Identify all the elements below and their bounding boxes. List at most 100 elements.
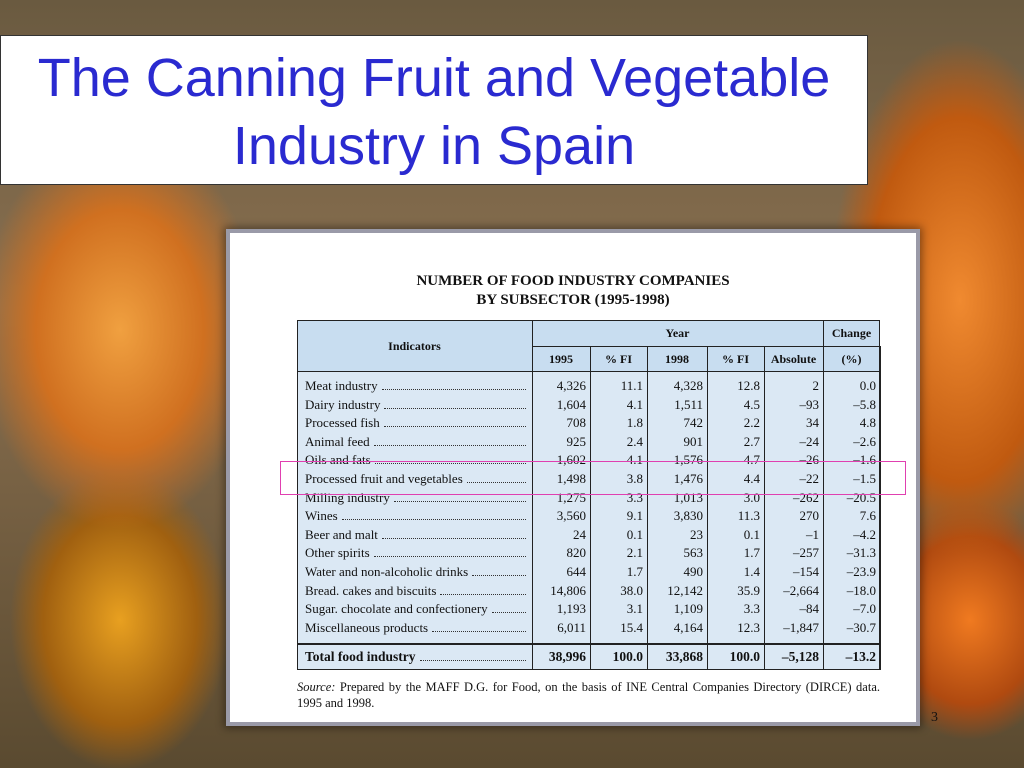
table-cell: 3.3 [626, 489, 643, 505]
table-cell: 4.8 [859, 415, 876, 431]
table-cell: 270 [799, 508, 820, 524]
header-cell: Indicators [388, 339, 441, 353]
table-cell: 2.1 [626, 545, 643, 561]
label-text: Sugar. chocolate and confectionery [305, 601, 488, 617]
label-text: Other spirits [305, 545, 370, 561]
table-cell: 1.4 [743, 564, 760, 579]
table-cell: 3.3 [743, 601, 760, 617]
dot-leader [381, 377, 526, 390]
table-cell: 2.7 [743, 433, 760, 449]
table-title: BY SUBSECTOR (1995-1998) [476, 292, 670, 308]
dot-leader [374, 451, 526, 465]
table-cell: 14,806 [550, 582, 586, 598]
table-cell: 4,164 [673, 619, 703, 635]
table-cell: –24 [799, 433, 820, 449]
table-cell: 3.1 [626, 601, 643, 617]
table-cell: 1,511 [674, 396, 703, 412]
label-text: Total food industry [305, 649, 416, 664]
table-cell: 4,326 [556, 378, 586, 393]
table-cell: 100.0 [729, 649, 760, 664]
label-text: Wines [305, 508, 338, 524]
table-cell: 4.1 [626, 396, 643, 412]
dot-leader [384, 396, 526, 409]
table-cell: –26 [799, 452, 820, 468]
table-cell: –31.3 [846, 545, 876, 561]
table-cell: 1,193 [556, 601, 586, 617]
table-cell: 11.1 [620, 378, 643, 393]
source-label: Source: [297, 680, 336, 694]
table-cell: 3.0 [743, 489, 760, 505]
table-cell: 6,011 [557, 619, 586, 635]
table-cell: 1,109 [673, 601, 703, 617]
row-label: Meat industry [297, 377, 532, 395]
source-note: Source: Prepared by the MAFF D.G. for Fo… [297, 679, 880, 711]
table-cell: 3.8 [626, 471, 643, 486]
table-cell: 11.3 [737, 508, 760, 524]
row-label: Oils and fats [297, 451, 532, 469]
label-text: Beer and malt [305, 526, 378, 542]
row-label: Processed fruit and vegetables [297, 470, 532, 488]
source-text: Prepared by the MAFF D.G. for Food, on t… [297, 680, 880, 710]
table-cell: –30.7 [846, 619, 876, 635]
header-cell: % FI [605, 352, 632, 366]
row-label: Sugar. chocolate and confectionery [297, 600, 532, 618]
grid-line [823, 320, 824, 670]
row-label: Milling industry [297, 489, 532, 507]
table-cell: 1.8 [626, 415, 643, 431]
label-text: Processed fruit and vegetables [305, 471, 463, 486]
table-cell: –1 [806, 526, 819, 542]
dot-leader [432, 619, 526, 632]
table-cell: 4.1 [626, 452, 643, 468]
row-label: Miscellaneous products [297, 619, 532, 637]
table-cell: –4.2 [853, 526, 876, 542]
row-label: Bread. cakes and biscuits [297, 582, 532, 600]
table-cell: 9.1 [626, 508, 643, 524]
dot-leader [341, 507, 526, 521]
table-cell: –7.0 [853, 601, 876, 617]
table-cell: –262 [793, 489, 819, 505]
grid-line [647, 346, 648, 670]
dot-leader [393, 489, 526, 502]
label-text: Animal feed [305, 433, 370, 449]
table-cell: –18.0 [846, 582, 876, 598]
table-cell: 925 [566, 433, 587, 449]
table-cell: 4.7 [743, 452, 760, 468]
dot-leader [472, 563, 526, 576]
highlight-box [280, 461, 906, 495]
table-cell: 708 [566, 415, 587, 431]
table-cell: 1,476 [673, 471, 703, 486]
grid-line [707, 346, 708, 670]
table-cell: 1,602 [556, 452, 586, 468]
table-cell: 1.7 [743, 545, 760, 561]
total-bg [297, 643, 880, 670]
table-cell: 3,830 [673, 508, 703, 524]
table-cell: –5.8 [853, 396, 876, 412]
dot-leader [440, 582, 526, 595]
table-cell: 1,275 [556, 489, 586, 505]
table-cell: 12.3 [737, 619, 760, 635]
table-cell: 3,560 [556, 508, 586, 524]
table-cell: –1.6 [853, 452, 876, 468]
header-cell: % FI [722, 352, 749, 366]
header-cell: Absolute [770, 352, 817, 366]
table-cell: 1.7 [626, 564, 643, 579]
row-label: Dairy industry [297, 396, 532, 414]
dot-leader [383, 414, 526, 428]
table-cell: –20.5 [846, 489, 876, 505]
header-cell: 1998 [665, 352, 689, 366]
header-cell: Year [665, 326, 690, 340]
row-label: Water and non-alcoholic drinks [297, 563, 532, 581]
label-text: Water and non-alcoholic drinks [305, 564, 469, 579]
dot-leader [419, 648, 526, 661]
table-cell: –22 [799, 471, 820, 486]
table-cell: –1.5 [853, 471, 876, 486]
dot-leader [466, 470, 526, 483]
grid-line [532, 320, 533, 670]
table-cell: 100.0 [612, 649, 643, 664]
row-label: Processed fish [297, 414, 532, 432]
table-cell: –2.6 [853, 433, 876, 449]
table-cell: 0.1 [626, 526, 643, 542]
table-cell: 38.0 [620, 582, 643, 598]
table-cell: 1,604 [556, 396, 586, 412]
table-cell: –1,847 [783, 619, 819, 635]
